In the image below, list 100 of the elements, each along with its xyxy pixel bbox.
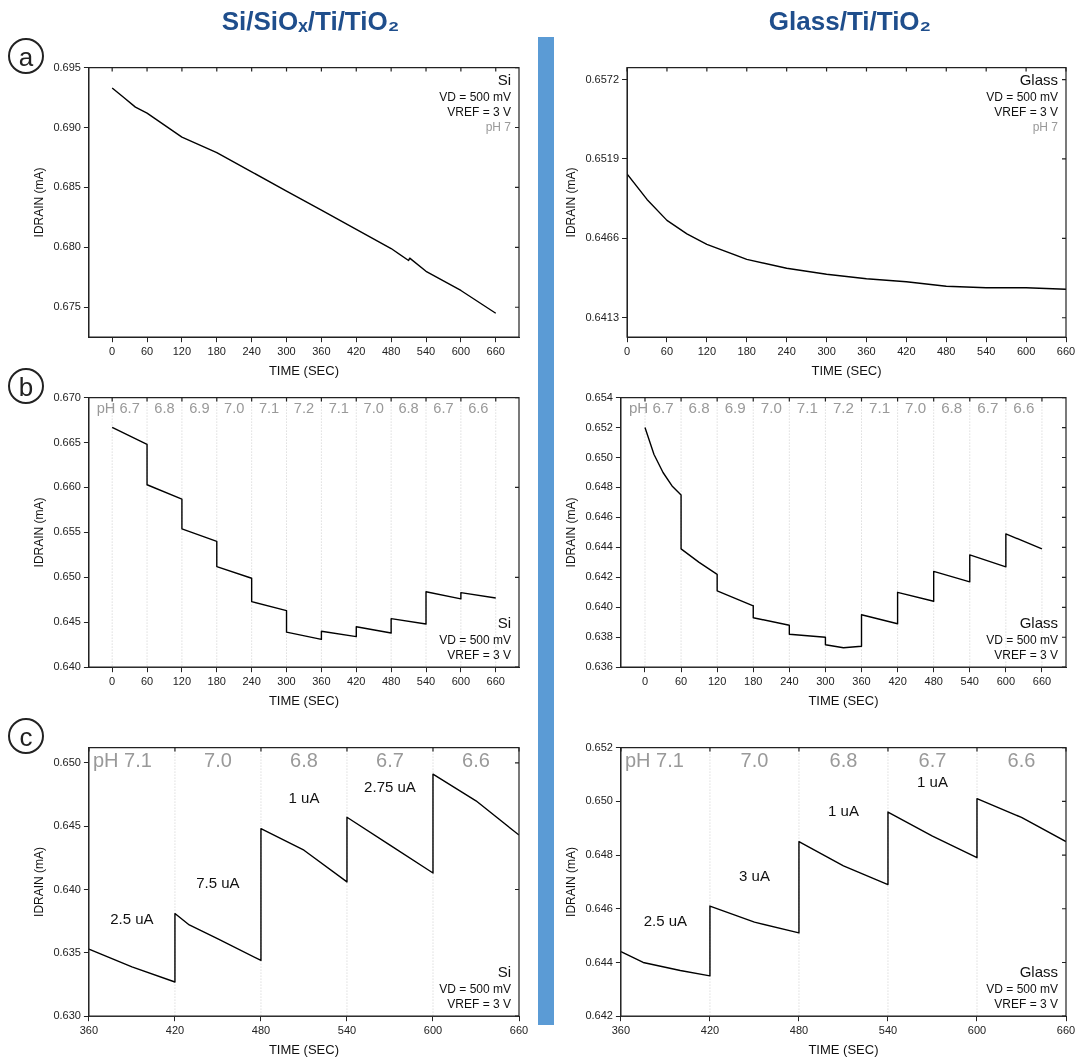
x-tick-label: 120 [172,674,192,687]
y-tick-label: 0.648 [585,480,613,493]
x-tick-label: 120 [707,674,727,687]
x-tick-label: 60 [140,344,154,357]
x-tick-label: 540 [337,1023,357,1036]
annotation: VREF = 3 V [994,647,1058,662]
y-tick-label: 0.690 [53,120,81,133]
x-tick-label: 540 [960,674,979,687]
y-tick-label: 0.6466 [585,231,620,244]
y-axis-title: IDRAIN (mA) [31,497,46,568]
x-tick-label: 240 [780,674,799,687]
y-tick-label: 0.652 [585,740,613,753]
band-label: pH 6.7 [96,399,140,416]
band-label: 6.6 [1007,749,1036,772]
band-label: pH 7.1 [624,749,684,772]
annotation: Si [497,613,511,631]
band-label: 7.0 [740,749,769,772]
x-tick-label: 300 [277,674,296,687]
band-label: 7.0 [760,399,782,417]
y-tick-label: 0.650 [585,450,613,463]
y-tick-label: 0.650 [53,755,81,768]
y-tick-label: 0.6519 [585,152,620,164]
band-label: 6.7 [977,399,999,417]
annotation: 7.5 uA [196,874,240,892]
y-tick-label: 0.660 [53,480,81,493]
x-axis-title: TIME (SEC) [268,692,339,708]
x-tick-label: 660 [486,674,505,687]
x-tick-label: 540 [977,344,996,357]
annotation: 2.5 uA [110,909,154,927]
x-tick-label: 480 [381,674,401,687]
y-tick-label: 0.644 [585,540,613,553]
chart-title: Glass/Ti/TiO₂ [767,6,933,37]
band-label: 6.8 [154,399,175,416]
y-tick-label: 0.680 [53,240,81,253]
x-tick-label: 540 [416,344,436,357]
band-label: 6.8 [829,749,858,772]
y-tick-label: 0.675 [53,300,81,313]
band-label: 7.1 [796,399,818,417]
x-tick-label: 360 [79,1023,99,1036]
band-label: 6.8 [941,399,963,417]
x-tick-label: 420 [888,674,907,687]
annotation: VREF = 3 V [447,996,511,1011]
y-tick-label: 0.640 [585,600,613,613]
x-tick-label: 420 [347,344,366,357]
band-label: 6.8 [290,749,318,772]
x-tick-label: 120 [697,344,717,357]
y-axis-title: IDRAIN (mA) [31,167,46,238]
x-tick-label: 660 [1032,674,1052,687]
x-tick-label: 240 [242,344,261,357]
y-axis-title: IDRAIN (mA) [563,497,578,568]
band-label: 6.7 [433,399,454,416]
x-tick-label: 480 [251,1023,271,1036]
x-tick-label: 360 [857,344,876,357]
y-tick-label: 0.636 [585,660,613,673]
band-label: 6.8 [398,399,419,416]
annotation: VREF = 3 V [447,104,511,119]
x-tick-label: 600 [967,1023,987,1036]
annotation: VD = 500 mV [439,89,511,104]
y-tick-label: 0.650 [585,794,613,807]
y-tick-label: 0.654 [585,390,613,403]
x-tick-label: 0 [641,674,649,687]
annotation: 3 uA [739,866,770,884]
chart-subtitle: c [8,718,44,754]
band-label: pH 6.7 [628,399,674,417]
annotation: 1 uA [288,789,320,807]
band-label: 7.0 [905,399,927,417]
x-tick-label: 480 [381,344,401,357]
band-label: 6.7 [376,749,404,772]
y-tick-label: 0.642 [585,1009,613,1022]
annotation: pH 7 [1032,119,1059,134]
y-tick-label: 0.638 [585,630,613,643]
x-tick-label: 180 [744,674,763,687]
x-tick-label: 600 [423,1023,443,1036]
band-label: 7.1 [328,399,350,416]
x-tick-label: 300 [817,344,836,357]
x-tick-label: 660 [509,1023,529,1036]
annotation: 2.5 uA [643,912,688,930]
x-tick-label: 480 [937,344,956,357]
annotation: Glass [1019,71,1058,89]
band-label: 6.6 [462,749,490,772]
chart-title: Si/SiOₓ/Ti/TiO₂ [220,6,401,37]
x-tick-label: 420 [700,1023,720,1036]
x-tick-label: 180 [207,674,226,687]
x-tick-label: 360 [312,344,331,357]
annotation: VREF = 3 V [994,104,1058,119]
band-label: 7.0 [204,749,232,772]
band-label: 7.0 [224,399,245,416]
x-tick-label: 540 [878,1023,898,1036]
x-tick-label: 600 [451,344,471,357]
annotation: VD = 500 mV [439,632,511,647]
band-label: 7.2 [832,399,854,417]
annotation: VD = 500 mV [986,89,1058,104]
annotation: 1 uA [917,772,948,790]
y-tick-label: 0.645 [53,615,81,628]
x-axis-title: TIME (SEC) [268,1041,339,1057]
annotation: Glass [1019,962,1058,980]
band-label: 7.1 [869,399,891,417]
band-label: 6.9 [189,399,210,416]
x-tick-label: 660 [1056,344,1076,357]
annotation: VREF = 3 V [994,996,1058,1011]
